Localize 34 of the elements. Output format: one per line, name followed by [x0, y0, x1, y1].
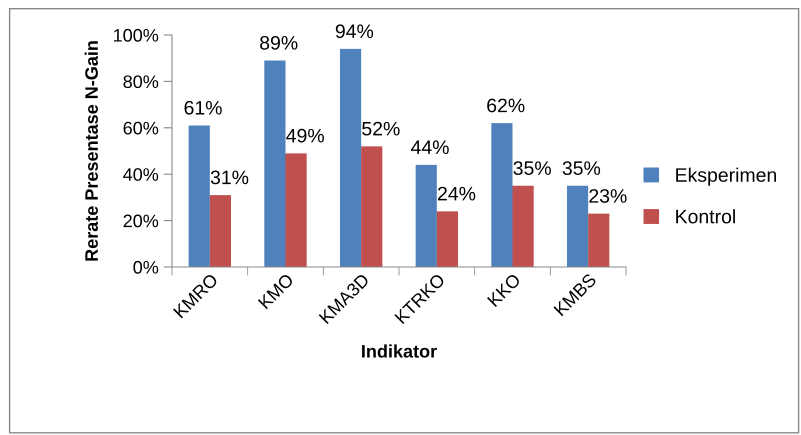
data-label: 35%: [562, 161, 600, 175]
y-tick-label: 40%: [123, 168, 158, 181]
y-tick-label: 80%: [123, 75, 158, 88]
y-tick-label: 20%: [124, 214, 158, 228]
data-label: 61%: [184, 100, 222, 115]
bar: [286, 153, 307, 267]
bar: [491, 123, 512, 267]
y-tick-label: 100%: [114, 28, 158, 42]
bar: [188, 125, 210, 267]
y-axis-title: Rerate Presentase N-Gain: [84, 41, 98, 261]
bar: [512, 186, 534, 267]
y-tick-label: 0%: [133, 260, 158, 274]
bar: [436, 211, 458, 267]
bar: [340, 48, 362, 267]
legend-label: Eksperimen: [676, 168, 776, 186]
data-label: 89%: [260, 36, 298, 50]
data-label: 44%: [411, 140, 449, 154]
data-label: 94%: [336, 24, 374, 38]
data-label: 62%: [487, 98, 524, 112]
bar: [361, 146, 382, 267]
bar: [416, 164, 437, 267]
bar: [588, 214, 610, 267]
bar: [566, 186, 588, 267]
data-label: 31%: [210, 170, 248, 184]
y-tick-label: 60%: [124, 122, 158, 135]
bar: [264, 60, 286, 267]
bar: [210, 195, 232, 267]
data-label: 24%: [438, 186, 476, 200]
x-axis-title: Indikator: [362, 344, 437, 358]
data-label: 23%: [589, 189, 627, 203]
legend-label: Kontrol: [676, 209, 735, 224]
data-label: 49%: [286, 128, 324, 143]
data-label: 52%: [362, 122, 400, 136]
data-label: 35%: [513, 161, 551, 175]
